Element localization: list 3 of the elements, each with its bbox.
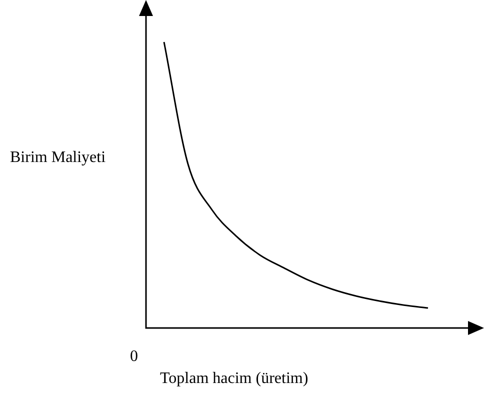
y-axis-title: Birim Maliyeti bbox=[10, 148, 107, 168]
text: 0 bbox=[130, 348, 138, 366]
x-axis-title: Toplam hacim (üretim) bbox=[160, 370, 308, 388]
